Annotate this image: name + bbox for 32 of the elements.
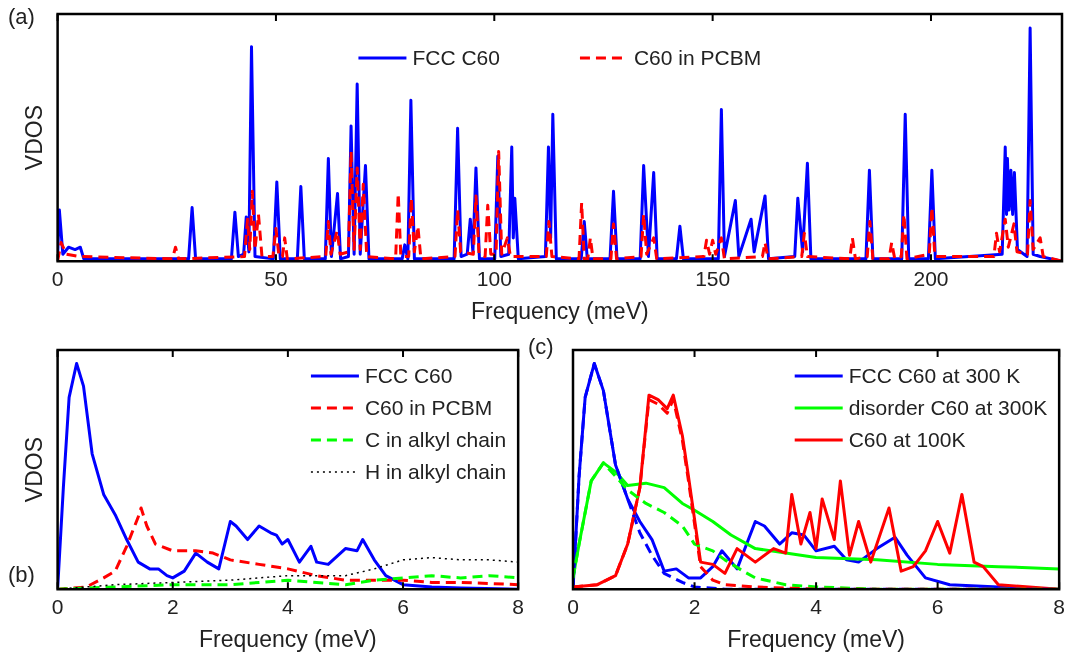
- x-tick-label: 4: [282, 594, 295, 618]
- x-axis-title: Frequency (meV): [727, 625, 905, 652]
- x-tick-label: 8: [512, 594, 524, 618]
- x-tick-label: 6: [397, 594, 409, 618]
- legend-label: C in alkyl chain: [364, 427, 507, 451]
- x-tick-label: 50: [264, 266, 288, 290]
- legend-label: FCC C60: [364, 363, 453, 387]
- x-tick-label: 2: [166, 594, 179, 618]
- x-tick-label: 200: [913, 266, 949, 290]
- x-tick-label: 4: [810, 594, 823, 618]
- text: (b): [8, 562, 35, 588]
- x-tick-label: 150: [695, 266, 731, 290]
- y-axis-title: VDOS: [21, 437, 48, 503]
- legend-label: H in alkyl chain: [364, 459, 507, 483]
- text: (c): [528, 334, 554, 360]
- legend-label: disorder C60 at 300K: [848, 395, 1048, 419]
- x-tick-label: 0: [567, 594, 579, 618]
- y-axis-title: VDOS: [21, 105, 48, 171]
- x-tick-label: 100: [476, 266, 512, 290]
- x-axis-title: Frequency (meV): [199, 625, 377, 652]
- x-tick-label: 8: [1053, 594, 1065, 618]
- legend-label: C60 at 100K: [848, 427, 966, 451]
- x-tick-label: 6: [931, 594, 944, 618]
- legend-label: C60 in PCBM: [364, 395, 493, 419]
- legend-label: FCC C60: [412, 45, 500, 69]
- x-tick-label: 0: [51, 266, 64, 290]
- legend-label: FCC C60 at 300 K: [848, 363, 1021, 387]
- x-axis-title: Frequency (meV): [470, 297, 649, 324]
- text: (a): [8, 4, 35, 30]
- legend-label: C60 in PCBM: [633, 45, 762, 69]
- x-tick-label: 0: [51, 594, 64, 618]
- x-tick-label: 2: [688, 594, 701, 618]
